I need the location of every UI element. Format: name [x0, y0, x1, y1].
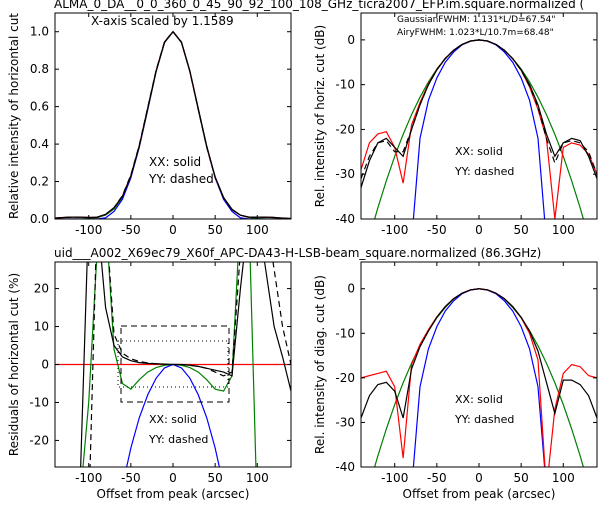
x-tick-label: -100: [381, 223, 408, 237]
dashed-box: [120, 325, 230, 403]
line-series: [361, 39, 597, 219]
x-axis-label: Offset from peak (arcsec): [97, 487, 250, 501]
panel: -100 -50 0 50 100-20-1001020uid___A002_X69ec…: [7, 246, 541, 501]
line-series: [361, 39, 597, 179]
annotation: XX: solid: [149, 413, 197, 426]
annotation: YY: dashed: [454, 165, 514, 178]
y-tick-label: 20: [34, 282, 49, 296]
y-tick-label: 0: [347, 282, 355, 296]
y-tick-label: -20: [335, 371, 355, 385]
x-tick-label: 0: [169, 223, 177, 237]
x-tick-label: 100: [246, 471, 269, 485]
annotation: XX: solid: [455, 145, 503, 158]
line-series: [55, 30, 291, 219]
line-series: [89, 262, 291, 467]
y-tick-label: -20: [335, 122, 355, 136]
line-series: [55, 30, 291, 219]
x-tick-label: 50: [208, 223, 223, 237]
annotation: GaussianFWHM: 1.131*L/D=67.54": [397, 15, 555, 25]
y-tick-label: 0.4: [30, 137, 49, 151]
y-tick-label: -30: [335, 415, 355, 429]
y-tick-label: -10: [29, 395, 49, 409]
line-series: [412, 39, 546, 219]
y-tick-label: 0: [347, 33, 355, 47]
annotation: X-axis scaled by 1.1589: [91, 14, 234, 28]
x-tick-label: 100: [552, 471, 575, 485]
annotation: YY: dashed: [148, 433, 208, 446]
reference-boxes: [117, 325, 230, 403]
y-axis-label: Rel. intensity of horiz. cut (dB): [313, 25, 327, 207]
annotation: AiryFWHM: 1.023*L/10.7m=68.48": [397, 28, 554, 38]
y-tick-label: -20: [29, 433, 49, 447]
x-tick-label: 0: [475, 471, 483, 485]
line-series: [55, 30, 291, 219]
x-tick-label: 50: [514, 223, 529, 237]
y-tick-label: -40: [335, 460, 355, 474]
y-tick-label: 0.8: [30, 62, 49, 76]
chart-title: ALMA_0_DA__0_0_360_0_45_90_92_100_108_GH…: [54, 0, 584, 11]
x-tick-label: -50: [121, 223, 141, 237]
x-axis-label: Offset from peak (arcsec): [403, 487, 556, 501]
y-tick-label: 10: [34, 320, 49, 334]
x-tick-label: -100: [75, 471, 102, 485]
y-axis-label: Residuals of horizontal cut (%): [7, 273, 21, 456]
x-tick-label: 100: [246, 223, 269, 237]
axes-frame: [360, 261, 598, 468]
dotted-box: [117, 340, 229, 388]
annotation: YY: dashed: [454, 413, 514, 426]
x-tick-label: -50: [427, 223, 447, 237]
x-tick-label: -50: [121, 471, 141, 485]
line-series: [361, 288, 597, 419]
line-series: [412, 288, 546, 467]
x-tick-label: -100: [381, 471, 408, 485]
annotation: XX: solid: [149, 155, 201, 169]
y-tick-label: -30: [335, 167, 355, 181]
y-axis-label: Rel. intensity of diag. cut (dB): [313, 275, 327, 454]
line-series: [55, 30, 291, 219]
axes-frame: [360, 12, 598, 220]
x-tick-label: 0: [169, 471, 177, 485]
y-tick-label: 0.0: [30, 212, 49, 226]
y-tick-label: -40: [335, 212, 355, 226]
y-tick-label: 1.0: [30, 25, 49, 39]
y-axis-label: Relative intensity of horizontal cut: [7, 13, 21, 219]
axes-frame: [54, 12, 292, 220]
x-tick-label: 0: [475, 223, 483, 237]
panel: -100 -50 0 50 1000.00.20.40.60.81.0ALMA_0_DA…: [7, 0, 584, 237]
x-tick-label: 100: [552, 223, 575, 237]
y-tick-label: 0: [41, 358, 49, 372]
line-series: [55, 30, 291, 219]
annotation: YY: dashed: [148, 172, 214, 186]
x-tick-label: -100: [75, 223, 102, 237]
x-tick-label: 50: [208, 471, 223, 485]
y-tick-label: 0.6: [30, 100, 49, 114]
y-tick-label: -10: [335, 78, 355, 92]
y-tick-label: 0.2: [30, 175, 49, 189]
x-tick-label: 50: [514, 471, 529, 485]
annotation: XX: solid: [455, 393, 503, 406]
y-tick-label: -10: [335, 326, 355, 340]
chart-title: uid___A002_X69ec79_X60f_APC-DA43-H-LSB-b…: [54, 246, 541, 260]
x-tick-label: -50: [427, 471, 447, 485]
